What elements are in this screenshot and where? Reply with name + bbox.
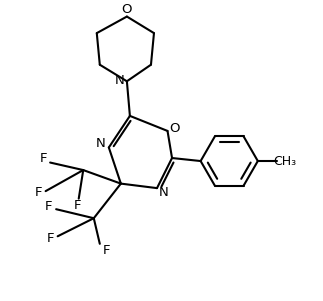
Text: F: F: [47, 232, 54, 245]
Text: O: O: [122, 3, 132, 17]
Text: O: O: [169, 122, 179, 135]
Text: F: F: [45, 200, 52, 213]
Text: N: N: [114, 74, 124, 87]
Text: F: F: [40, 152, 47, 166]
Text: N: N: [159, 186, 169, 199]
Text: F: F: [73, 199, 81, 212]
Text: CH₃: CH₃: [273, 154, 297, 168]
Text: F: F: [35, 186, 43, 199]
Text: N: N: [96, 137, 105, 150]
Text: F: F: [103, 244, 110, 257]
